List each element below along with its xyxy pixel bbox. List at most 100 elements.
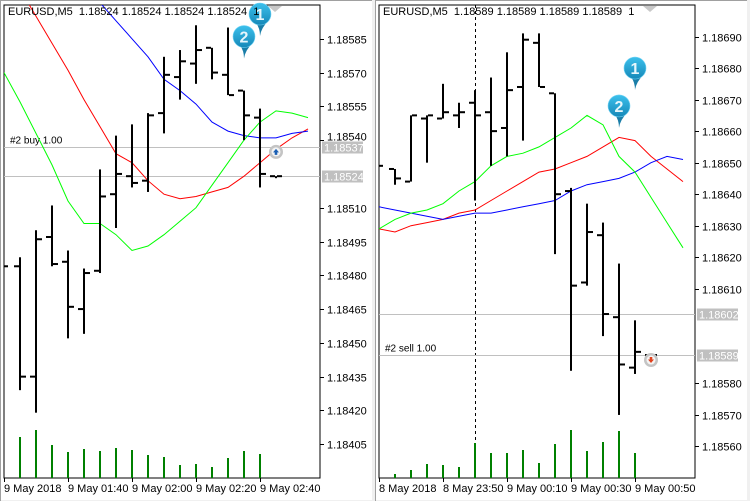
ohlc-bar[interactable]	[597, 222, 609, 337]
ohlc-bar[interactable]	[110, 135, 122, 228]
volume-bar	[51, 445, 53, 478]
ohlc-bar[interactable]	[405, 114, 417, 183]
ohlc-bar[interactable]	[46, 205, 58, 267]
bar-close-tick	[604, 313, 609, 316]
volume-bar	[211, 467, 213, 478]
bar-close-tick	[476, 114, 481, 117]
trade-balloon-1[interactable]: 1	[248, 2, 272, 37]
bar-close-tick	[149, 114, 154, 117]
ohlc-bar[interactable]	[254, 108, 266, 188]
chart-canvas[interactable]: #2 buy 1.00 12 1.18585 1.18570 1.18555 1.1854…	[0, 1, 372, 501]
bar-open-tick	[405, 180, 410, 183]
plot-area[interactable]	[378, 4, 696, 479]
trade-balloon-2[interactable]: 2	[232, 25, 256, 59]
price-label: 1.18670	[702, 96, 742, 108]
time-label: 8 May 2018	[379, 483, 436, 495]
ohlc-bar[interactable]	[126, 124, 138, 188]
bar-range	[19, 257, 21, 391]
volume-bar	[554, 444, 556, 478]
ohlc-bar[interactable]	[238, 89, 250, 141]
ohlc-bar[interactable]	[78, 268, 90, 334]
ohlc-bar[interactable]	[174, 50, 186, 100]
price-label: 1.18420	[327, 406, 367, 418]
price-label: 1.18650	[702, 159, 742, 171]
bar-range	[35, 230, 37, 413]
time-label: 8 May 23:50	[443, 483, 504, 495]
ohlc-bar[interactable]	[581, 203, 593, 286]
volume-bar	[538, 463, 540, 478]
order-level-text: #2 sell 1.00	[385, 344, 437, 355]
bar-open-tick	[78, 308, 83, 311]
bar-close-tick	[229, 94, 234, 97]
volume-bar	[410, 470, 412, 478]
bar-open-tick	[549, 92, 554, 95]
shift-marker-icon[interactable]	[643, 6, 657, 12]
ohlc-bar[interactable]	[613, 263, 625, 415]
bar-open-tick	[238, 89, 243, 92]
bar-open-tick	[110, 193, 115, 196]
ohlc-bar[interactable]	[3, 265, 8, 268]
balloon-body	[607, 94, 631, 118]
ohlc-bar[interactable]	[533, 33, 545, 88]
ohlc-bar[interactable]	[469, 90, 481, 201]
volume-bar	[163, 457, 165, 478]
bar-close-tick	[85, 272, 90, 275]
buy-order-marker[interactable]	[269, 144, 283, 159]
trade-balloon-2[interactable]: 2	[607, 94, 631, 128]
price-label: 1.18495	[327, 238, 367, 250]
chart-canvas[interactable]: #2 sell 1.00 1 2 1.18690 1.18680 1.18670 1.186…	[375, 1, 747, 501]
moving-average-line	[28, 5, 309, 200]
ohlc-bar[interactable]	[222, 27, 234, 97]
ohlc-bar[interactable]	[190, 25, 202, 84]
bar-close-tick	[492, 130, 497, 133]
bar-open-tick	[94, 269, 99, 272]
price-label: 1.18680	[702, 64, 742, 76]
ohlc-bar[interactable]	[389, 167, 401, 185]
bar-range	[554, 93, 556, 255]
bar-open-tick	[190, 62, 195, 65]
bar-close-tick	[21, 375, 26, 378]
sell-order-marker[interactable]	[644, 353, 658, 368]
volume-bar	[179, 465, 181, 478]
ohlc-bar[interactable]	[206, 46, 218, 80]
bar-close-tick	[620, 363, 625, 366]
bar-range	[227, 27, 229, 96]
bar-close-tick	[245, 114, 250, 117]
chart-window-right[interactable]: #2 sell 1.00 1 2 1.18690 1.18680 1.18670 1.186…	[375, 0, 747, 501]
volume-bar	[522, 450, 524, 478]
trade-balloon-1[interactable]: 1	[623, 56, 647, 91]
ohlc-bar[interactable]	[14, 257, 26, 391]
ohlc-bar[interactable]	[629, 320, 641, 374]
ohlc-bar[interactable]	[62, 250, 74, 339]
bar-range	[211, 47, 213, 80]
bar-open-tick	[270, 175, 275, 178]
ohlc-bar[interactable]	[549, 92, 561, 255]
shift-marker-icon[interactable]	[268, 6, 282, 12]
ohlc-bar[interactable]	[517, 33, 529, 141]
plot-area[interactable]	[3, 4, 321, 479]
moving-average-line	[101, 5, 309, 139]
volume-bar	[67, 452, 69, 478]
price-label: 1.18570	[327, 69, 367, 81]
ohlc-bar[interactable]	[94, 169, 106, 274]
chart-window-left[interactable]: #2 buy 1.00 1 2 1.18585 1.18570 1.18555 1.1854…	[0, 0, 372, 501]
ohlc-bar[interactable]	[485, 77, 497, 166]
bar-range	[602, 222, 604, 337]
bar-open-tick	[62, 260, 67, 263]
time-label: 9 May 00:10	[507, 483, 568, 495]
bar-range	[275, 176, 277, 179]
bar-open-tick	[421, 117, 426, 120]
ohlc-bar[interactable]	[158, 56, 170, 134]
ohlc-bar[interactable]	[437, 83, 449, 120]
ohlc-bar[interactable]	[270, 175, 282, 179]
ohlc-bar[interactable]	[30, 230, 42, 413]
ohlc-bar[interactable]	[142, 113, 154, 192]
volume-bar	[618, 431, 620, 478]
ohlc-bar[interactable]	[421, 114, 433, 163]
plot-content: #2 sell 1.00	[378, 5, 695, 478]
ohlc-bar[interactable]	[453, 102, 465, 128]
ohlc-bar[interactable]	[378, 164, 383, 167]
time-label: 9 May 01:40	[68, 483, 129, 495]
ohlc-bar[interactable]	[565, 187, 577, 371]
ohlc-bar[interactable]	[501, 52, 513, 157]
